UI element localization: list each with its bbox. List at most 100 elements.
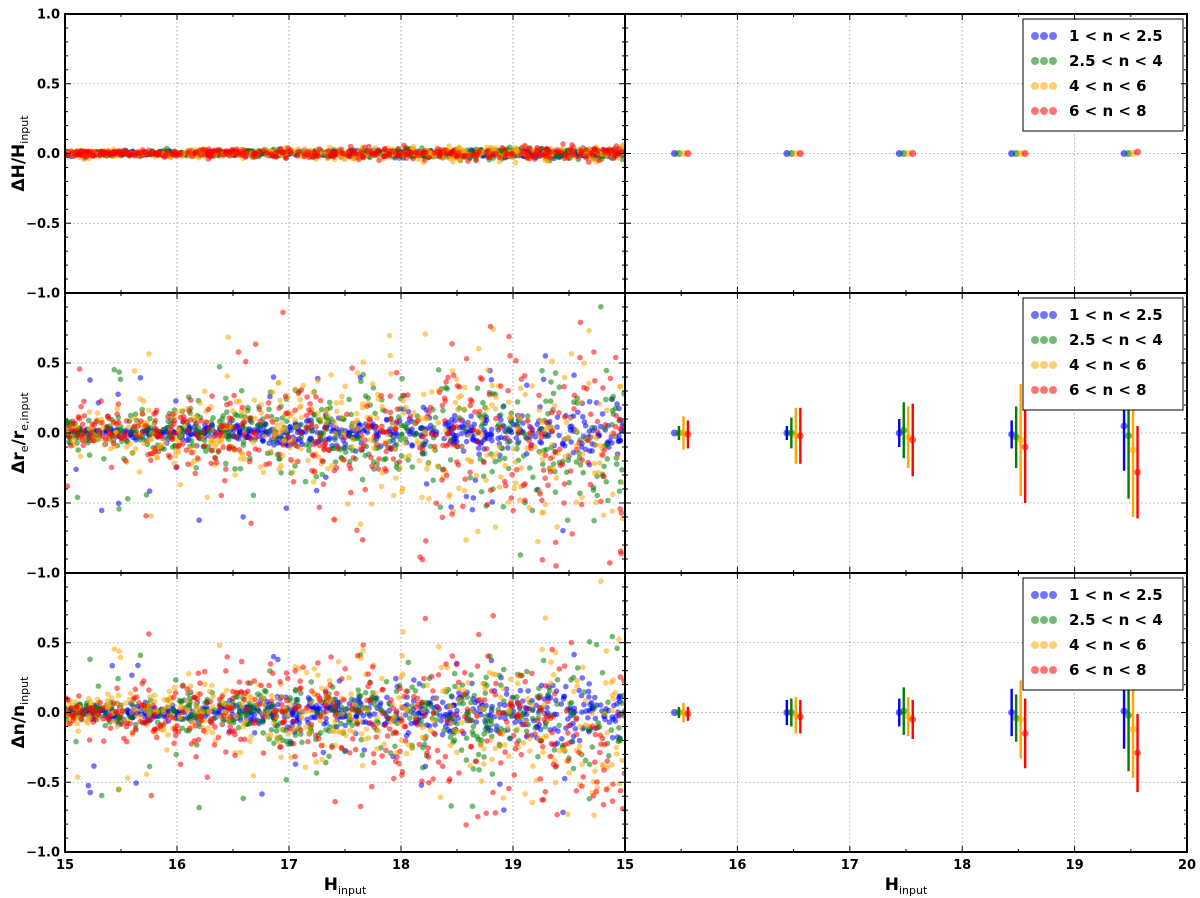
scatter-point <box>509 471 515 478</box>
scatter-point <box>616 433 622 439</box>
scatter-point <box>481 731 487 737</box>
scatter-point <box>556 384 563 390</box>
scatter-point <box>580 413 586 420</box>
scatter-point <box>139 429 146 436</box>
scatter-point <box>397 465 403 471</box>
scatter-point <box>616 725 622 731</box>
scatter-point <box>310 389 317 396</box>
legend-marker <box>1049 32 1057 40</box>
scatter-point <box>251 150 258 156</box>
scatter-point <box>562 414 568 420</box>
scatter-point <box>399 375 405 382</box>
scatter-point <box>565 457 572 464</box>
scatter-point <box>263 461 269 468</box>
legend-marker <box>1031 386 1039 394</box>
scatter-point <box>560 141 566 147</box>
scatter-point <box>294 443 301 450</box>
scatter-point <box>573 459 580 465</box>
scatter-point <box>440 407 446 414</box>
scatter-point <box>536 392 542 399</box>
scatter-point <box>134 149 141 156</box>
scatter-point <box>350 455 357 461</box>
scatter-point <box>475 528 481 535</box>
scatter-point <box>527 465 533 471</box>
scatter-point <box>203 448 209 454</box>
scatter-point <box>250 439 256 446</box>
scatter-point <box>147 437 153 443</box>
y-axis-label: ΔH/Hinput <box>9 115 31 192</box>
scatter-point <box>210 438 216 445</box>
scatter-point <box>99 419 105 426</box>
scatter-point <box>137 396 144 402</box>
scatter-point <box>483 417 490 424</box>
scatter-point <box>455 406 461 413</box>
scatter-point <box>543 398 549 405</box>
scatter-point <box>214 440 221 447</box>
scatter-point <box>478 423 485 430</box>
scatter-point <box>358 446 364 453</box>
scatter-point <box>537 726 544 733</box>
scatter-point <box>220 444 226 451</box>
scatter-point <box>131 368 138 374</box>
scatter-point <box>79 437 86 444</box>
scatter-point <box>559 461 566 468</box>
scatter-point <box>569 152 576 158</box>
scatter-point <box>373 424 379 430</box>
scatter-point <box>94 410 101 416</box>
scatter-point <box>188 438 195 444</box>
scatter-point <box>585 688 592 695</box>
scatter-point <box>209 393 215 399</box>
scatter-point <box>585 159 592 165</box>
scatter-point <box>540 376 547 383</box>
scatter-point <box>408 150 415 157</box>
scatter-point <box>460 448 467 454</box>
scatter-point <box>613 151 619 158</box>
scatter-point <box>171 420 177 427</box>
scatter-point <box>601 473 607 480</box>
scatter-point <box>253 434 259 441</box>
scatter-point <box>78 403 84 410</box>
scatter-point <box>395 146 402 152</box>
scatter-point <box>607 560 613 566</box>
scatter-point <box>549 428 556 435</box>
scatter-point <box>552 370 559 376</box>
scatter-point <box>125 424 132 430</box>
scatter-point <box>396 152 403 159</box>
scatter-point <box>301 153 308 160</box>
scatter-point <box>331 516 337 523</box>
y-tick-label: 0.5 <box>37 357 60 372</box>
scatter-point <box>342 156 348 163</box>
scatter-point <box>374 441 380 448</box>
scatter-point <box>545 424 552 430</box>
scatter-point <box>488 431 494 438</box>
scatter-point <box>609 440 615 446</box>
scatter-point <box>133 780 139 786</box>
scatter-point <box>349 443 355 450</box>
scatter-point <box>146 488 153 495</box>
scatter-point <box>152 417 159 424</box>
errorbar-point <box>1134 148 1142 156</box>
scatter-point <box>587 481 594 488</box>
scatter-point <box>589 448 595 454</box>
scatter-point <box>571 705 578 712</box>
scatter-point <box>313 394 319 400</box>
scatter-point <box>434 463 441 470</box>
scatter-point <box>288 150 294 156</box>
scatter-point <box>513 466 520 473</box>
scatter-point <box>316 504 323 511</box>
scatter-point <box>489 437 495 444</box>
scatter-point <box>561 693 568 700</box>
scatter-point <box>358 378 364 385</box>
scatter-point <box>344 411 350 418</box>
scatter-point <box>458 747 465 753</box>
scatter-point <box>561 383 567 390</box>
errorbar-point <box>1129 446 1137 454</box>
scatter-point <box>115 500 122 507</box>
scatter-point <box>561 435 568 442</box>
scatter-point <box>231 150 237 156</box>
scatter-point <box>280 150 286 156</box>
label-subscript: input <box>18 115 31 144</box>
scatter-point <box>529 383 535 389</box>
